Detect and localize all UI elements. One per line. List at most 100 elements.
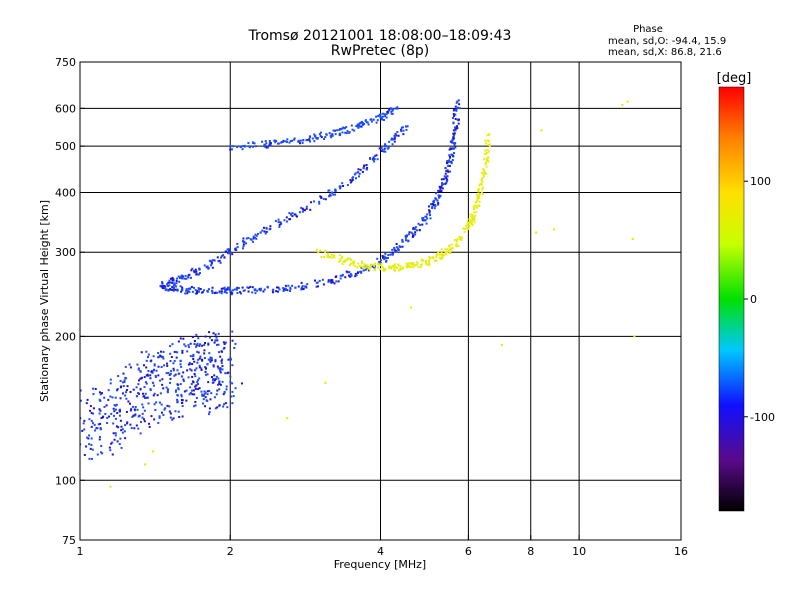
data-point [153, 364, 156, 367]
data-point [95, 427, 98, 430]
data-point [299, 139, 302, 142]
data-point [119, 397, 122, 400]
data-point [479, 183, 482, 186]
data-point [189, 355, 192, 358]
data-point [218, 351, 221, 354]
data-point [327, 256, 330, 259]
data-point [286, 138, 289, 141]
data-point [222, 287, 225, 290]
data-point [114, 434, 117, 437]
data-point [236, 291, 239, 294]
data-point [242, 243, 245, 246]
data-point [204, 335, 207, 338]
data-point [90, 419, 93, 422]
data-point [377, 266, 380, 269]
data-point [179, 285, 182, 288]
data-point [379, 261, 382, 264]
data-point [339, 274, 342, 277]
data-point [223, 286, 226, 289]
data-point [202, 394, 205, 397]
data-point [179, 337, 182, 340]
data-point [185, 399, 188, 402]
data-point [265, 226, 268, 229]
data-point [484, 163, 487, 166]
data-point [268, 144, 271, 147]
data-point [404, 235, 407, 238]
data-point [193, 405, 196, 408]
data-point [195, 396, 198, 399]
data-point [177, 340, 180, 343]
data-point [280, 222, 283, 225]
data-point [166, 404, 169, 407]
data-point [172, 369, 175, 372]
data-point [92, 422, 95, 425]
data-point [329, 134, 332, 137]
data-point [373, 160, 376, 163]
data-point [210, 261, 213, 264]
data-point [396, 130, 399, 133]
data-point [186, 292, 189, 295]
data-point [419, 265, 422, 268]
data-point [396, 266, 399, 269]
data-point [134, 413, 137, 416]
data-point [418, 228, 421, 231]
data-point [229, 375, 232, 378]
data-point [341, 131, 344, 134]
data-point [441, 253, 444, 256]
data-point [451, 141, 454, 144]
data-point [208, 331, 211, 334]
data-point [383, 257, 386, 260]
data-point [384, 145, 387, 148]
data-point [291, 284, 294, 287]
data-point [284, 287, 287, 290]
data-point [166, 390, 169, 393]
data-point [453, 132, 456, 135]
data-point [215, 291, 218, 294]
data-point [457, 244, 460, 247]
data-point [310, 201, 313, 204]
data-point [197, 351, 200, 354]
data-point [301, 285, 304, 288]
data-point [349, 262, 352, 265]
data-point [428, 211, 431, 214]
data-point [176, 383, 179, 386]
data-point [188, 393, 191, 396]
data-point [302, 208, 305, 211]
data-point [179, 363, 182, 366]
data-point [383, 143, 386, 146]
data-point [110, 412, 113, 415]
data-point [301, 210, 304, 213]
data-point [98, 408, 101, 411]
data-point [453, 143, 456, 146]
data-point [346, 130, 349, 133]
data-point [73, 394, 75, 396]
data-point [168, 279, 171, 282]
data-point [633, 335, 636, 338]
data-point [304, 285, 307, 288]
data-point [231, 148, 234, 151]
data-point [451, 158, 454, 161]
data-point [165, 386, 168, 389]
data-point [480, 179, 483, 182]
data-point [282, 287, 285, 290]
data-point [137, 392, 140, 395]
data-point [378, 147, 381, 150]
data-point [488, 143, 491, 146]
data-point [175, 282, 178, 285]
data-point [226, 372, 229, 375]
data-point [197, 337, 200, 340]
data-point [382, 118, 385, 121]
data-point [455, 245, 458, 248]
data-point [194, 289, 197, 292]
data-point [222, 347, 225, 350]
data-point [162, 413, 165, 416]
data-point [483, 171, 486, 174]
data-point [315, 285, 318, 288]
data-point [471, 214, 474, 217]
data-point [225, 250, 228, 253]
data-point [83, 419, 86, 422]
data-point [450, 162, 453, 165]
data-point [331, 191, 334, 194]
data-point [76, 448, 78, 450]
data-point [181, 351, 184, 354]
